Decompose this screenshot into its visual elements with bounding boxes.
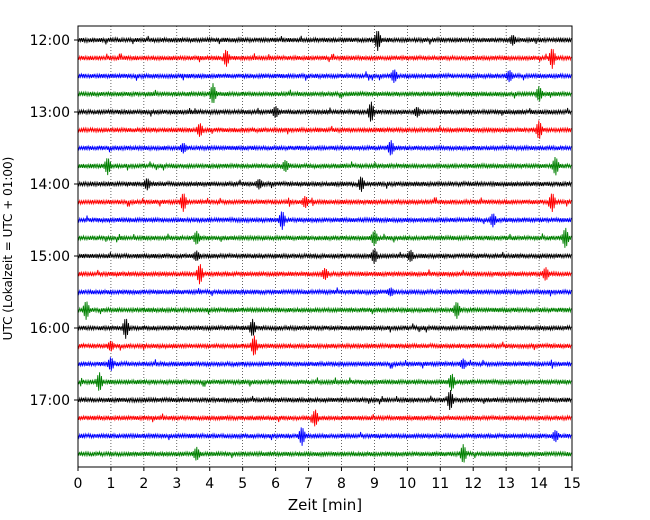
x-tick-label: 0 [74, 476, 83, 492]
y-tick-label: 12:00 [30, 33, 70, 49]
trace-line [77, 101, 572, 122]
y-tick-label: 16:00 [30, 321, 70, 337]
x-tick-label: 14 [530, 476, 548, 492]
seismic-traces [77, 30, 572, 463]
plot-frame [77, 25, 573, 468]
trace-line [77, 30, 572, 52]
trace-line [77, 335, 572, 356]
trace-line [77, 120, 572, 139]
x-tick-label: 10 [398, 476, 416, 492]
trace-line [77, 287, 572, 297]
trace-line [77, 227, 572, 248]
trace-line [77, 389, 572, 411]
x-tick-label: 13 [497, 476, 515, 492]
x-tick-label: 7 [304, 476, 313, 492]
x-tick-label: 9 [370, 476, 379, 492]
trace-line [77, 444, 572, 463]
y-tick-label: 15:00 [30, 249, 70, 265]
trace-line [77, 48, 572, 69]
trace-line [77, 83, 572, 104]
y-tick-label: 13:00 [30, 105, 70, 121]
trace-line [77, 427, 572, 446]
x-tick-label: 1 [106, 476, 115, 492]
x-tick-label: 8 [337, 476, 346, 492]
y-axis-label: UTC (Lokalzeit = UTC + 01:00) [1, 157, 15, 341]
x-tick-label: 6 [271, 476, 280, 492]
trace-line [77, 156, 572, 176]
y-tick-label: 17:00 [30, 393, 70, 409]
trace-line [77, 409, 572, 427]
x-tick-label: 12 [464, 476, 482, 492]
x-tick-label: 3 [172, 476, 181, 492]
trace-line [77, 301, 572, 320]
x-axis-ticks: 0 1 2 3 4 5 6 7 8 9 10 11 12 13 14 15 [74, 467, 581, 492]
y-tick-label: 14:00 [30, 177, 70, 193]
trace-line [77, 211, 572, 230]
trace-line [77, 318, 572, 339]
trace-line [77, 140, 572, 156]
trace-line [77, 176, 572, 192]
x-tick-label: 11 [431, 476, 449, 492]
x-tick-label: 5 [238, 476, 247, 492]
x-tick-label: 15 [563, 476, 581, 492]
trace-line [77, 372, 572, 391]
trace-line [77, 357, 572, 371]
y-axis-ticks: 12:00 13:00 14:00 15:00 16:00 17:00 [30, 33, 78, 409]
trace-line [77, 69, 572, 84]
x-tick-label: 2 [139, 476, 148, 492]
trace-line [77, 248, 572, 264]
trace-line [77, 264, 572, 285]
trace-line [77, 193, 572, 213]
x-axis-label: Zeit [min] [288, 496, 362, 514]
x-tick-label: 4 [205, 476, 214, 492]
